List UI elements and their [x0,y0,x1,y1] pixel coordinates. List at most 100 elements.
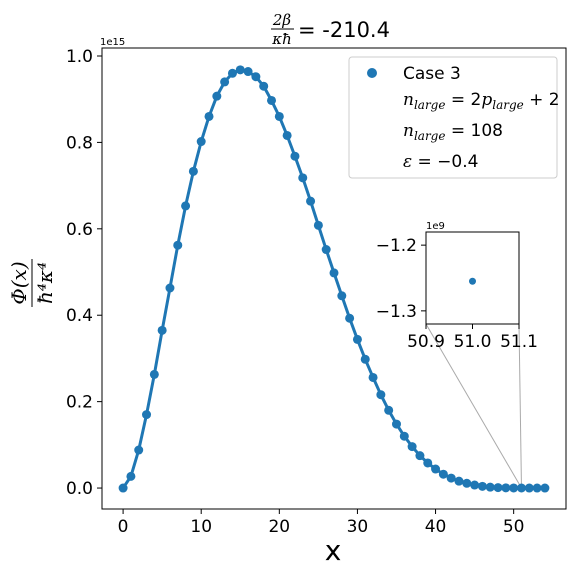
x-axis: 0 10 20 30 40 50 [118,509,525,537]
x-tick-label: 10 [190,517,212,537]
data-point [298,173,308,183]
legend-note-n-large-value: nlarge = 108 [403,121,503,143]
data-point [493,483,503,493]
inset-connector-right [518,323,522,489]
inset-axes: 50.9 51.0 51.1 −1.2 −1.3 [376,236,538,352]
inset-x-tick-label: 51.1 [500,332,538,352]
x-tick-label: 40 [425,517,447,537]
y-tick-label: 0.6 [66,220,93,240]
data-point [157,325,167,335]
data-point [212,91,222,101]
data-point [243,67,253,77]
data-point [306,196,316,206]
data-point [267,95,277,105]
data-point [329,268,339,278]
data-point [376,390,386,400]
y-tick-label: 0.8 [66,133,93,153]
data-point [532,483,542,493]
data-point [399,431,409,441]
inset: 1e9 50.9 51.0 51.1 −1.2 −1.3 [376,221,538,352]
data-point [462,478,472,488]
data-point [431,464,441,474]
data-point [407,442,417,452]
y-label-denominator: ħ⁴κ⁴ [33,262,57,304]
legend-marker [367,68,377,78]
plot-frame [101,47,567,510]
x-axis-label: x [325,534,342,567]
data-point [188,166,198,176]
data-point [235,65,245,75]
y-label-numerator: Φ(x) [7,261,31,304]
inset-y-tick-label: −1.3 [376,302,417,322]
inset-y-offset-label: 1e9 [426,221,445,232]
data-point [516,483,526,493]
legend-note-epsilon: ε = −0.4 [403,152,478,172]
data-point [313,220,323,230]
data-point [477,481,487,491]
data-point [368,372,378,382]
data-point [438,469,448,479]
y-axis: 0.0 0.2 0.4 0.6 0.8 1.0 [66,47,102,499]
data-point [251,72,261,82]
inset-connector-left [425,323,522,489]
data-point [352,334,362,344]
data-point [149,369,159,379]
data-point [259,81,269,91]
data-point [142,410,152,420]
data-point [204,111,214,121]
x-tick-label: 50 [503,517,525,537]
data-point [360,354,370,364]
x-tick-label: 0 [118,517,129,537]
x-tick-label: 20 [268,517,290,537]
data-point [384,405,394,415]
inset-y-tick-label: −1.2 [376,236,417,256]
data-point [446,473,456,483]
y-tick-label: 0.4 [66,306,93,326]
data-point [282,130,292,140]
data-point [485,482,495,492]
y-tick-label: 0.0 [66,479,93,499]
inset-connectors [425,323,522,489]
title-numerator: 2β [272,11,292,29]
data-point [501,483,511,493]
y-tick-label: 1.0 [66,47,93,67]
data-point [227,68,237,78]
data-point [321,245,331,255]
legend: Case 3 nlarge = 2plarge + 2 nlarge = 108… [348,56,560,179]
data-point [391,419,401,429]
inset-x-tick-label: 51.0 [454,332,492,352]
data-point [540,483,550,493]
title-value: = -210.4 [298,18,390,42]
data-point [509,483,519,493]
data-point [118,483,128,493]
data-point [454,476,464,486]
inset-x-tick-label: 50.9 [407,332,445,352]
data-point [126,471,136,481]
data-point [524,483,534,493]
data-point [274,111,284,121]
inset-point [469,277,476,285]
data-point [345,313,355,323]
legend-note-n-large-formula: nlarge = 2plarge + 2 [403,90,560,112]
data-point [337,291,347,301]
y-offset-label: 1e15 [100,37,125,48]
data-point [470,480,480,490]
series-points [118,65,550,493]
data-point [415,451,425,461]
data-point [173,240,183,250]
title-denominator: κħ [271,30,292,48]
legend-box [348,56,558,179]
chart-title: 2β κħ = -210.4 [271,11,390,48]
legend-entry-case-3: Case 3 [403,64,461,84]
y-tick-label: 0.2 [66,393,93,413]
y-axis-label: Φ(x) ħ⁴κ⁴ [7,259,57,307]
data-point [290,151,300,161]
data-point [165,283,175,293]
x-tick-label: 30 [347,517,369,537]
data-point [423,458,433,468]
data-point [196,137,206,147]
data-point [134,445,144,455]
data-point [181,201,191,211]
data-point [220,77,230,87]
